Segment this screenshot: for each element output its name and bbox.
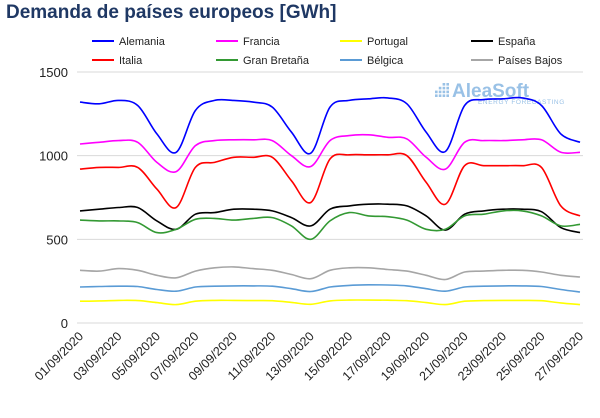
series-line-paises-bajos <box>79 266 581 281</box>
logo-dot <box>446 86 449 90</box>
legend-label-italia: Italia <box>119 55 143 67</box>
logo-dot <box>442 90 446 94</box>
series-line-belgica <box>79 284 581 293</box>
logo-dot <box>438 90 442 94</box>
series-line-portugal <box>79 299 581 306</box>
series-line-gran-bretana <box>79 209 581 241</box>
series-line-alemania <box>79 96 581 155</box>
logo-dot <box>446 94 449 97</box>
logo-dot <box>446 90 449 94</box>
series-line-francia <box>79 133 581 174</box>
logo-dot <box>438 86 442 90</box>
legend-label-francia: Francia <box>243 36 281 48</box>
logo-dot <box>435 94 438 97</box>
logo-dot <box>435 90 438 94</box>
legend-label-belgica: Bélgica <box>367 55 404 67</box>
logo-dot <box>442 86 446 90</box>
aleasoft-logo-tagline: ENERGY FORECASTING <box>478 99 565 106</box>
legend-label-paises-bajos: Países Bajos <box>498 55 563 67</box>
logo-dot <box>446 83 449 86</box>
logo-dot <box>438 94 442 97</box>
aleasoft-logo-icon <box>435 83 449 97</box>
legend-label-alemania: Alemania <box>119 36 166 48</box>
legend: Alemania Francia Portugal España Italia Gran … <box>92 36 563 67</box>
grid-lines <box>77 71 583 324</box>
legend-label-espana: España <box>498 36 536 48</box>
legend-label-portugal: Portugal <box>367 36 408 48</box>
y-tick-label: 0 <box>61 316 68 331</box>
chart-title: Demanda de países europeos [GWh] <box>6 2 337 23</box>
y-tick-label: 1500 <box>39 65 68 80</box>
x-axis-tick-labels: 01/09/202003/09/202005/09/202007/09/2020… <box>32 329 586 383</box>
y-tick-label: 1000 <box>39 149 68 164</box>
aleasoft-watermark: AleaSoft ENERGY FORECASTING <box>435 81 565 106</box>
series-line-italia <box>79 152 581 217</box>
logo-dot <box>442 83 446 86</box>
logo-dot <box>442 94 446 97</box>
series-lines <box>79 96 581 306</box>
series-line-espana <box>79 203 581 234</box>
aleasoft-logo-name: AleaSoft <box>452 81 530 102</box>
y-axis-tick-labels: 0 500 1000 1500 <box>39 65 68 331</box>
legend-label-gran-bretana: Gran Bretaña <box>243 55 310 67</box>
y-tick-label: 500 <box>46 232 68 247</box>
